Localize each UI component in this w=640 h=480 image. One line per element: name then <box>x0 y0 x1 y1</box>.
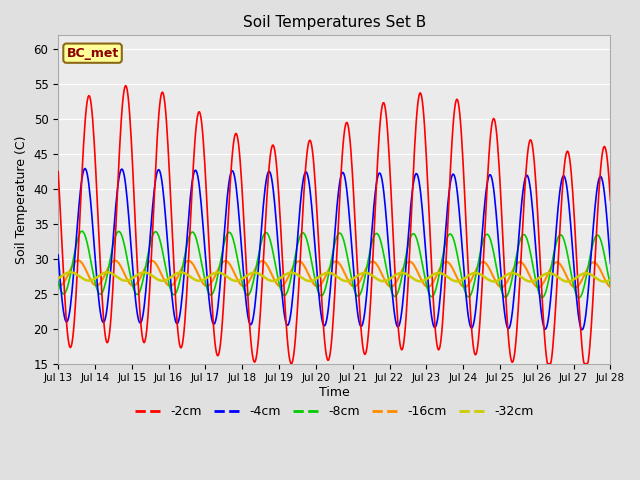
X-axis label: Time: Time <box>319 386 349 399</box>
Text: BC_met: BC_met <box>67 47 118 60</box>
Title: Soil Temperatures Set B: Soil Temperatures Set B <box>243 15 426 30</box>
Legend: -2cm, -4cm, -8cm, -16cm, -32cm: -2cm, -4cm, -8cm, -16cm, -32cm <box>130 400 538 423</box>
Y-axis label: Soil Temperature (C): Soil Temperature (C) <box>15 135 28 264</box>
